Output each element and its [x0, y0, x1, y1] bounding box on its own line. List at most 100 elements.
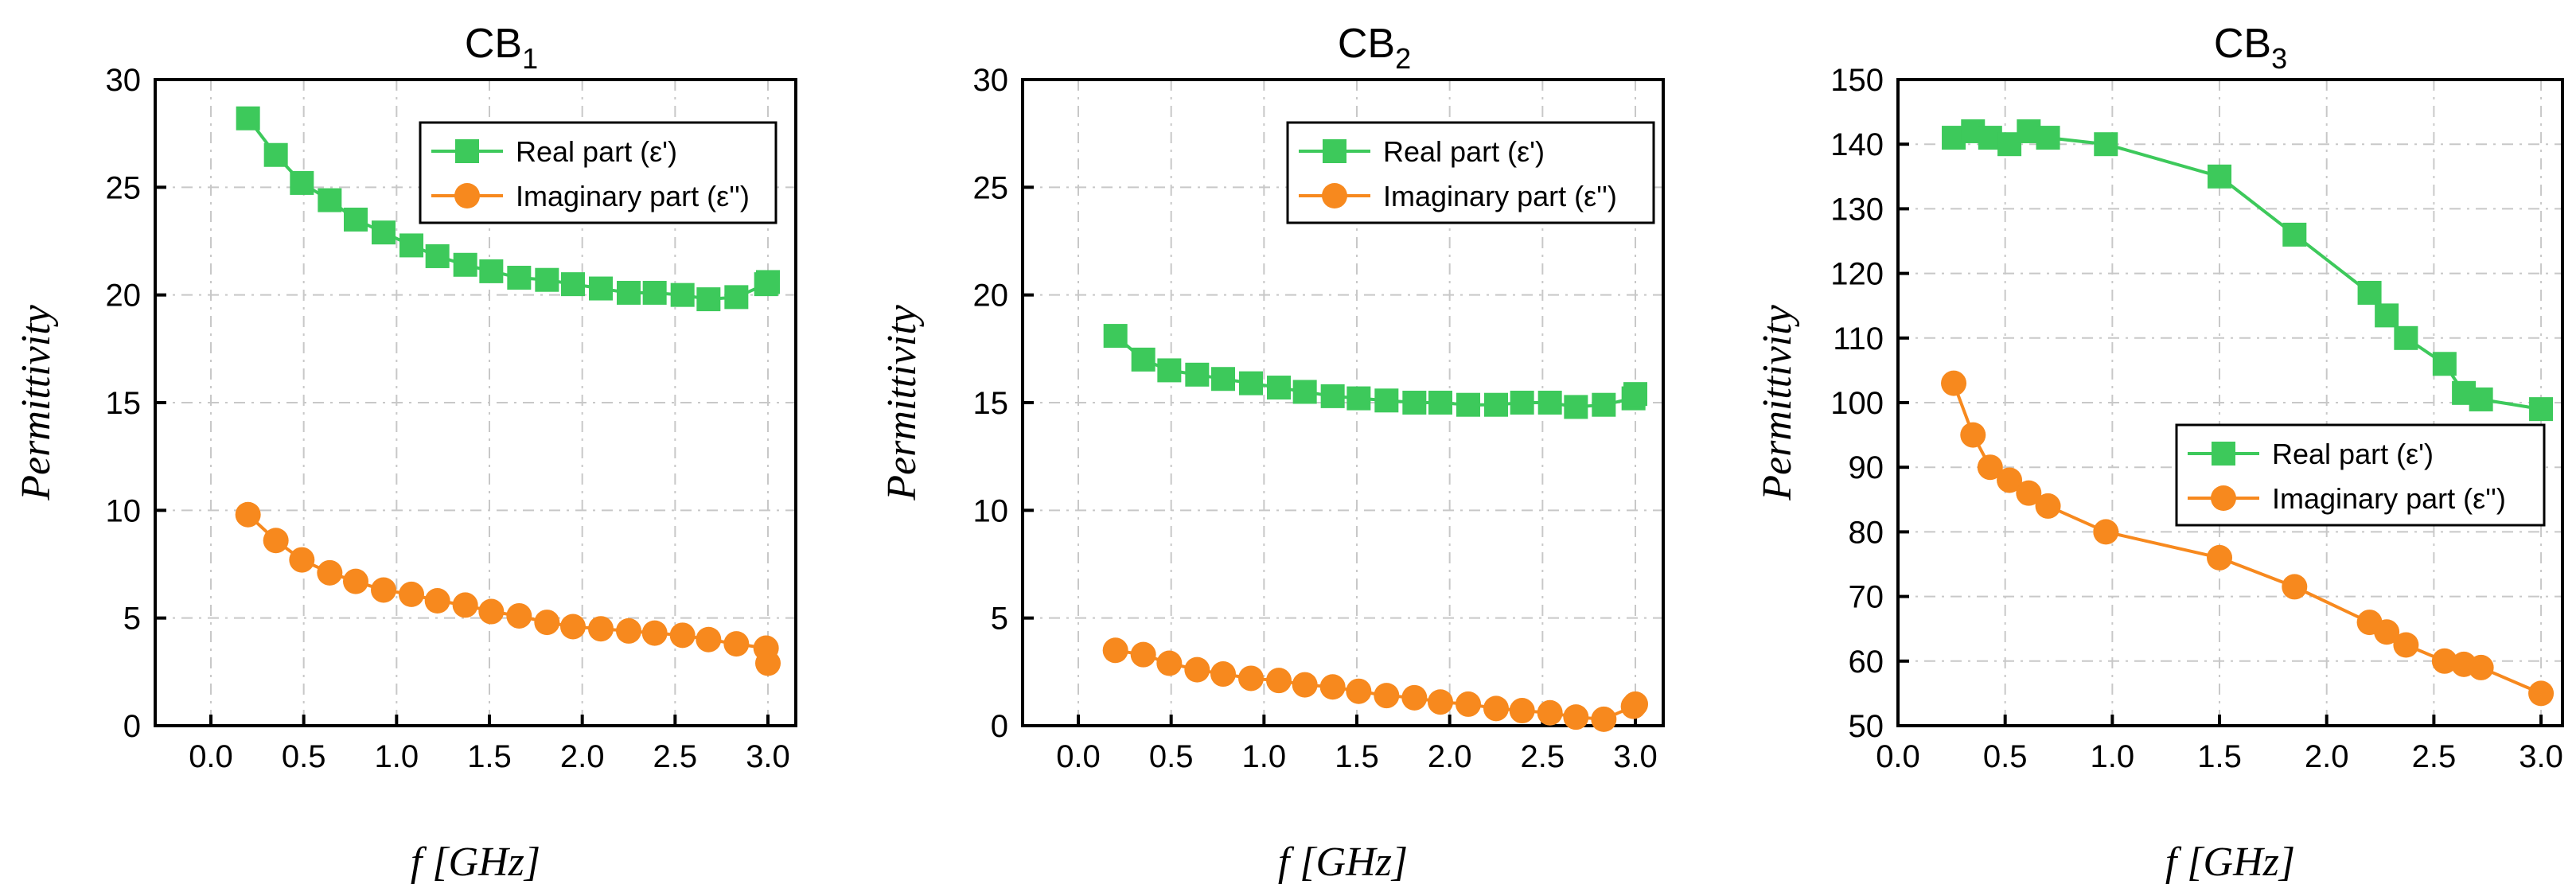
x-tick-label: 3.0 — [746, 739, 790, 774]
y-tick-label: 150 — [1830, 63, 1884, 98]
data-point-real — [2036, 126, 2060, 150]
data-point-imaginary — [1184, 656, 1210, 683]
data-point-imaginary — [424, 588, 450, 614]
data-point-imaginary — [2528, 680, 2555, 707]
data-point-imaginary — [1319, 674, 1346, 700]
y-tick-label: 10 — [973, 493, 1009, 528]
chart-title-main: CB — [1338, 21, 1395, 67]
y-tick-label: 20 — [106, 279, 142, 314]
legend: Real part (ε') Imaginary part (ε'') — [1286, 121, 1655, 224]
data-point-imaginary — [2374, 619, 2400, 645]
data-point-imaginary — [452, 592, 478, 618]
data-point-real — [1103, 324, 1128, 349]
data-point-imaginary — [1960, 422, 1986, 448]
data-point-imaginary — [2393, 632, 2419, 658]
legend-marker-circle — [2211, 485, 2236, 511]
y-tick-label: 60 — [1849, 645, 1884, 680]
data-point-real — [535, 267, 559, 292]
chart-title-subscript: 2 — [1395, 42, 1411, 75]
data-point-real — [2432, 352, 2457, 376]
data-point-imaginary — [616, 617, 641, 644]
data-point-imaginary — [1238, 665, 1264, 691]
data-point-imaginary — [235, 501, 261, 528]
data-point-imaginary — [1102, 637, 1128, 664]
data-point-imaginary — [1591, 706, 1617, 732]
data-point-real — [1267, 376, 1291, 400]
y-tick-label: 0 — [123, 709, 141, 744]
data-point-real — [1211, 367, 1235, 392]
data-point-real — [756, 270, 780, 294]
x-tick-label: 2.5 — [1521, 739, 1565, 774]
data-point-real — [2094, 132, 2118, 157]
x-tick-label: 2.0 — [1428, 739, 1472, 774]
data-point-imaginary — [560, 614, 586, 640]
x-tick-label: 3.0 — [2519, 739, 2563, 774]
data-point-imaginary — [1537, 699, 1563, 726]
data-point-imaginary — [1563, 704, 1589, 730]
data-point-real — [2469, 387, 2493, 411]
data-point-real — [1510, 391, 1534, 415]
data-point-real — [2208, 164, 2232, 189]
data-point-real — [425, 243, 450, 268]
x-tick-label: 1.5 — [467, 739, 512, 774]
data-point-real — [344, 207, 368, 232]
data-point-real — [236, 106, 260, 131]
legend: Real part (ε') Imaginary part (ε'') — [419, 121, 777, 224]
data-point-real — [1239, 371, 1263, 395]
x-tick-label: 0.0 — [1876, 739, 1920, 774]
data-point-imaginary — [1292, 672, 1318, 698]
y-tick-label: 10 — [106, 493, 142, 528]
x-tick-label: 0.5 — [282, 739, 326, 774]
x-tick-label: 1.0 — [2091, 739, 2135, 774]
data-point-real — [1131, 347, 1155, 372]
x-tick-label: 1.0 — [1242, 739, 1287, 774]
x-tick-label: 2.5 — [2412, 739, 2457, 774]
data-point-imaginary — [2035, 493, 2061, 519]
y-tick-label: 15 — [973, 386, 1009, 421]
y-tick-label: 50 — [1849, 709, 1884, 744]
y-axis-label: Permittivity — [1755, 304, 1800, 501]
chart-title-main: CB — [2214, 21, 2271, 67]
legend-marker-square — [1323, 139, 1346, 163]
y-tick-label: 5 — [991, 602, 1008, 637]
data-point-real — [2394, 325, 2418, 350]
data-point-imaginary — [263, 528, 289, 554]
data-point-real — [696, 287, 721, 312]
y-tick-label: 100 — [1830, 386, 1884, 421]
data-point-imaginary — [2207, 544, 2233, 571]
legend-label: Imaginary part (ε'') — [1383, 180, 1617, 212]
data-point-imaginary — [534, 610, 560, 636]
data-point-imaginary — [723, 631, 750, 657]
data-point-real — [2282, 222, 2307, 247]
data-point-real — [1623, 382, 1647, 407]
data-point-imaginary — [1977, 454, 2003, 481]
y-tick-label: 25 — [973, 170, 1009, 205]
chart-title-main: CB — [465, 21, 522, 67]
data-point-real — [2375, 303, 2399, 328]
data-point-imaginary — [1210, 661, 1236, 688]
data-point-imaginary — [641, 620, 668, 646]
data-point-imaginary — [2282, 574, 2308, 600]
data-point-imaginary — [371, 577, 396, 603]
y-tick-label: 90 — [1849, 450, 1884, 485]
data-point-real — [1157, 358, 1182, 383]
x-tick-label: 2.0 — [2305, 739, 2349, 774]
x-tick-label: 2.5 — [653, 739, 698, 774]
x-axis-label: f [GHz] — [2165, 840, 2295, 885]
data-point-imaginary — [1509, 698, 1535, 724]
x-tick-label: 1.5 — [1335, 739, 1379, 774]
y-axis-label: Permittivity — [879, 304, 925, 501]
data-point-imaginary — [506, 602, 532, 629]
data-point-imaginary — [1346, 678, 1372, 704]
legend-marker-square — [2212, 442, 2235, 466]
chart-title-subscript: 3 — [2271, 42, 2287, 75]
chart-panel-cb3: 0.0 0.5 1.0 1.5 2.0 2.5 3.0 50 60 70 80 90 100 110 120… — [1755, 21, 2564, 885]
data-point-imaginary — [1623, 691, 1648, 717]
data-point-real — [589, 276, 613, 301]
y-tick-label: 15 — [106, 386, 142, 421]
x-tick-label: 1.0 — [375, 739, 419, 774]
data-point-imaginary — [2431, 648, 2457, 674]
x-tick-label: 0.5 — [1149, 739, 1194, 774]
legend: Real part (ε') Imaginary part (ε'') — [2175, 423, 2546, 527]
data-point-real — [1402, 391, 1427, 415]
